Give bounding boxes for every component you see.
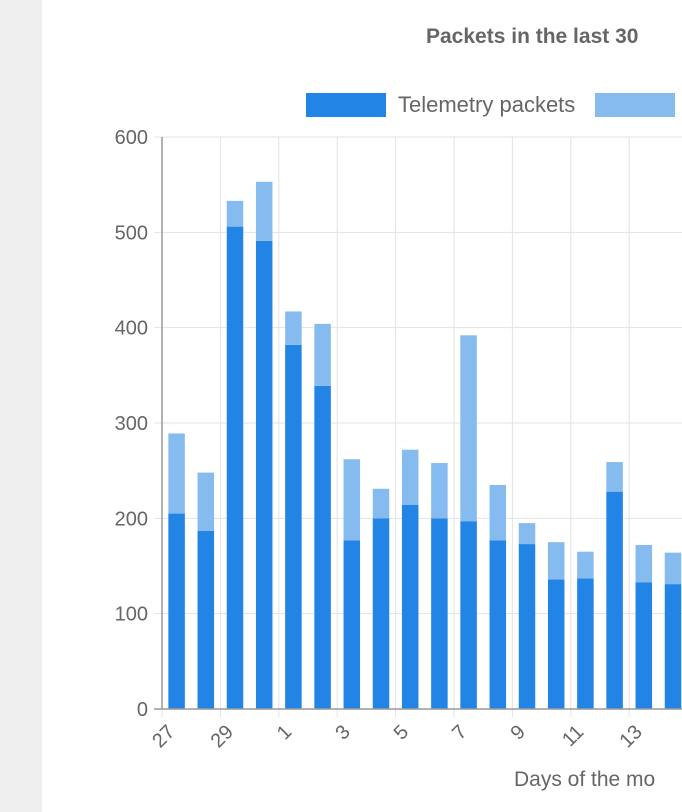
bar-telemetry [343,540,361,709]
bar-telemetry [314,385,331,709]
x-tick-label: 9 [507,721,530,744]
y-tick-label: 500 [115,222,148,244]
bar-second-series [518,523,536,545]
bar-second-series [547,542,565,580]
y-tick-label: 300 [115,413,148,435]
x-tick-label: 3 [331,721,354,744]
chart-container: Packets in the last 30 Telemetry packets… [42,0,682,812]
bar-second-series [431,463,448,519]
bar-telemetry [372,518,390,709]
x-tick-label: 11 [558,721,588,751]
bar-telemetry [431,518,448,709]
bar-telemetry [168,513,185,709]
x-tick-label: 5 [390,721,413,744]
bar-second-series [489,484,507,541]
legend-item-telemetry[interactable]: Telemetry packets [306,92,575,118]
bar-telemetry [664,584,682,709]
bar-second-series [460,335,477,522]
bar-telemetry [285,344,302,709]
legend-swatch-second-series [595,93,676,117]
bar-telemetry [460,521,477,709]
chart-title: Packets in the last 30 [426,25,639,48]
y-tick-label: 100 [115,604,148,626]
bar-telemetry [606,491,623,709]
x-tick-label: 13 [615,721,646,752]
bar-second-series [401,449,419,505]
bar-second-series [226,200,244,227]
x-axis-title: Days of the mo [514,768,656,791]
x-tick-label: 27 [148,721,179,752]
bar-telemetry [577,578,594,709]
bar-telemetry [518,544,536,709]
left-side-panel [0,0,42,812]
bar-telemetry [635,582,653,709]
legend-swatch-telemetry [306,93,386,117]
y-tick-label: 600 [115,127,148,149]
bar-second-series [285,311,302,345]
bar-second-series [372,488,390,519]
bar-second-series [314,323,331,386]
y-tick-label: 200 [115,508,148,530]
x-tick-label: 29 [207,721,238,752]
bar-second-series [577,551,594,579]
y-tick-label: 400 [115,318,148,340]
bar-telemetry [547,579,565,709]
chart-legend: Telemetry packets [306,90,682,120]
x-tick-label: 7 [448,721,471,744]
bar-second-series [197,472,215,531]
bar-telemetry [226,226,244,709]
bar-telemetry [401,504,419,709]
bar-telemetry [255,240,273,709]
bar-second-series [606,462,623,492]
y-tick-label: 0 [137,699,148,721]
bar-telemetry [197,530,215,709]
bar-second-series [255,181,273,241]
bar-second-series [168,433,185,514]
bar-second-series [664,552,682,585]
legend-label-telemetry: Telemetry packets [398,92,576,117]
x-tick-label: 1 [273,721,296,744]
bar-second-series [343,459,361,541]
legend-item-second-series[interactable] [595,93,682,117]
bar-second-series [635,545,653,583]
bar-telemetry [489,540,507,709]
